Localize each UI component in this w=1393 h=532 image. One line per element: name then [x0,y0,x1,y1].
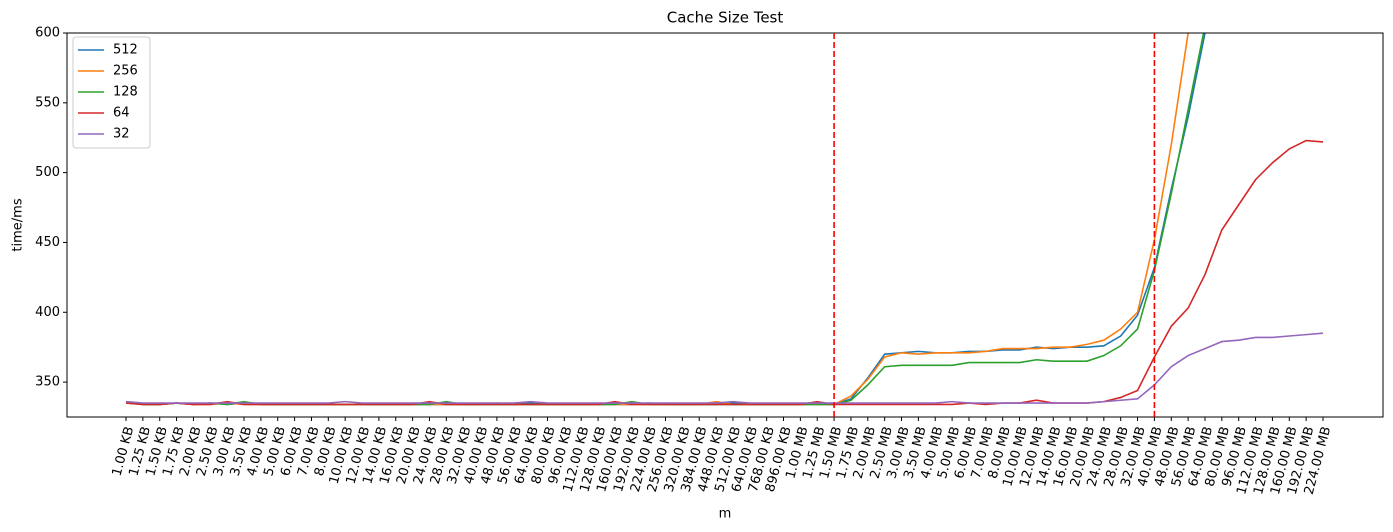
y-tick-label: 600 [35,26,60,41]
y-tick-label: 350 [35,375,60,390]
legend-label: 512 [113,43,138,58]
y-tick-label: 500 [35,165,60,180]
plot-area [125,33,1324,406]
legend-label: 32 [113,127,130,142]
chart-title: Cache Size Test [667,9,784,27]
legend-label: 64 [113,106,130,121]
legend-box [72,36,151,149]
y-tick-label: 400 [35,305,60,320]
y-axis-label: time/ms [11,198,26,251]
legend-label: 256 [113,64,138,79]
series-line [125,33,1189,406]
series-line [125,139,1324,406]
x-axis-label: m [719,507,732,522]
y-tick-label: 550 [35,95,60,110]
y-tick-label: 450 [35,235,60,250]
axes-frame [66,32,1384,418]
legend-label: 128 [113,85,138,100]
series-line [125,332,1324,404]
